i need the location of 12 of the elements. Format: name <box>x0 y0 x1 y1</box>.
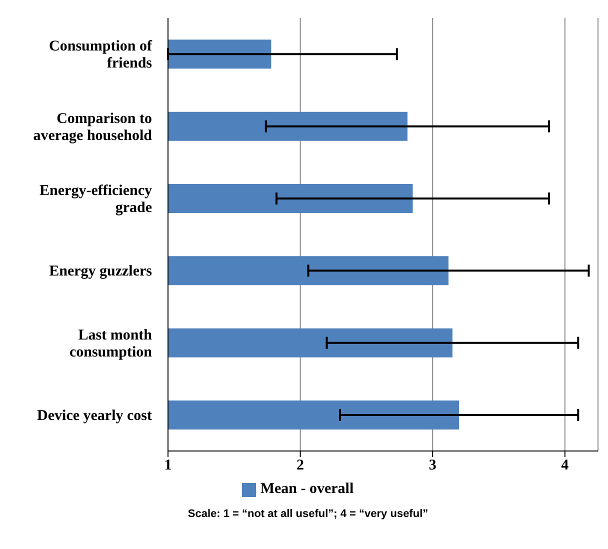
x-tick-label: 4 <box>561 458 570 474</box>
legend-label: Mean - overall <box>260 481 354 497</box>
x-tick-label: 2 <box>296 458 304 474</box>
y-tick-label: Comparison to average household <box>33 110 153 144</box>
y-tick-label: Device yearly cost <box>37 408 152 424</box>
y-tick-label: Last month consumption <box>69 327 153 360</box>
x-tick-label: 1 <box>164 458 172 474</box>
text: Scale: 1 = “not at all useful”; 4 = “very useful” <box>186 508 430 520</box>
y-tick-label: Energy-efficiency grade <box>40 182 152 216</box>
y-tick-label: Energy guzzlers <box>49 264 152 280</box>
y-tick-label: Consumption of friends <box>49 38 153 72</box>
x-tick-label: 3 <box>428 458 436 474</box>
